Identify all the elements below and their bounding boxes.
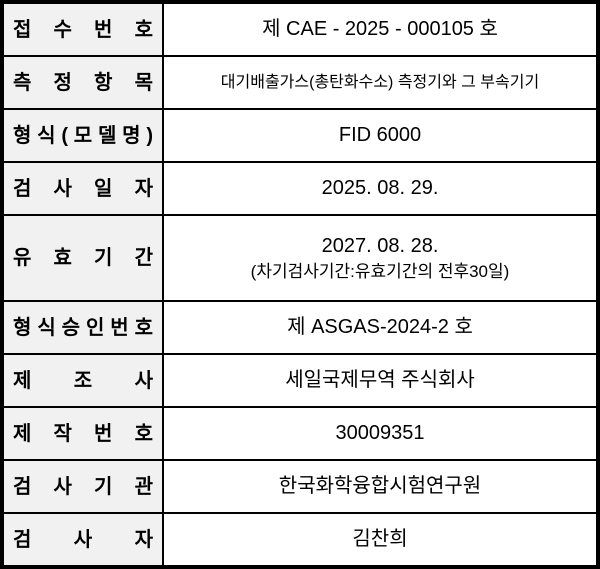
validity-period-value: 2027. 08. 28. xyxy=(321,234,439,257)
model-type-label: 형 식 ( 모 델 명 ) xyxy=(13,124,153,147)
measurement-item-label-cell: 측 정 항 목 xyxy=(4,57,164,108)
serial-number-value-cell: 30009351 xyxy=(164,408,596,459)
table-row-receipt-number: 접 수 번 호 제 CAE - 2025 - 000105 호 xyxy=(4,4,596,57)
manufacturer-value: 세일국제무역 주식회사 xyxy=(285,369,475,391)
inspection-agency-value-cell: 한국화학융합시험연구원 xyxy=(164,461,596,512)
validity-period-note: (차기검사기간:유효기간의 전후30일) xyxy=(250,261,510,281)
manufacturer-label-cell: 제 조 사 xyxy=(4,355,164,406)
measurement-item-value: 대기배출가스(총탄화수소) 측정기와 그 부속기기 xyxy=(220,73,540,91)
type-approval-number-label-cell: 형 식 승 인 번 호 xyxy=(4,302,164,353)
measurement-item-label: 측 정 항 목 xyxy=(13,71,153,94)
table-row-validity-period: 유 효 기 간 2027. 08. 28. (차기검사기간:유효기간의 전후30… xyxy=(4,216,596,302)
table-row-model-type: 형 식 ( 모 델 명 ) FID 6000 xyxy=(4,110,596,163)
manufacturer-value-cell: 세일국제무역 주식회사 xyxy=(164,355,596,406)
table-row-inspection-date: 검 사 일 자 2025. 08. 29. xyxy=(4,163,596,216)
table-row-measurement-item: 측 정 항 목 대기배출가스(총탄화수소) 측정기와 그 부속기기 xyxy=(4,57,596,110)
inspector-label: 검 사 자 xyxy=(13,528,153,551)
model-type-value: FID 6000 xyxy=(338,124,422,146)
receipt-number-value-cell: 제 CAE - 2025 - 000105 호 xyxy=(164,4,596,55)
measurement-item-value-cell: 대기배출가스(총탄화수소) 측정기와 그 부속기기 xyxy=(164,57,596,108)
table-row-type-approval-number: 형 식 승 인 번 호 제 ASGAS-2024-2 호 xyxy=(4,302,596,355)
inspector-value-cell: 김찬희 xyxy=(164,514,596,565)
serial-number-label-cell: 제 작 번 호 xyxy=(4,408,164,459)
table-row-manufacturer: 제 조 사 세일국제무역 주식회사 xyxy=(4,355,596,408)
inspection-agency-label: 검 사 기 관 xyxy=(13,475,153,498)
table-row-inspector: 검 사 자 김찬희 xyxy=(4,514,596,565)
receipt-number-label: 접 수 번 호 xyxy=(13,18,153,41)
inspection-agency-label-cell: 검 사 기 관 xyxy=(4,461,164,512)
inspector-value: 김찬희 xyxy=(352,528,408,550)
manufacturer-label: 제 조 사 xyxy=(13,369,153,392)
inspection-date-label: 검 사 일 자 xyxy=(13,177,153,200)
inspection-agency-value: 한국화학융합시험연구원 xyxy=(278,475,482,497)
validity-period-label: 유 효 기 간 xyxy=(13,247,153,269)
inspection-date-value-cell: 2025. 08. 29. xyxy=(164,163,596,214)
serial-number-label: 제 작 번 호 xyxy=(13,422,153,445)
table-row-inspection-agency: 검 사 기 관 한국화학융합시험연구원 xyxy=(4,461,596,514)
receipt-number-value: 제 CAE - 2025 - 000105 호 xyxy=(262,18,498,40)
type-approval-number-label: 형 식 승 인 번 호 xyxy=(13,316,153,339)
validity-period-label-cell: 유 효 기 간 xyxy=(4,216,164,300)
model-type-value-cell: FID 6000 xyxy=(164,110,596,161)
inspector-label-cell: 검 사 자 xyxy=(4,514,164,565)
inspection-date-label-cell: 검 사 일 자 xyxy=(4,163,164,214)
validity-period-value-cell: 2027. 08. 28. (차기검사기간:유효기간의 전후30일) xyxy=(164,216,596,300)
model-type-label-cell: 형 식 ( 모 델 명 ) xyxy=(4,110,164,161)
table-row-serial-number: 제 작 번 호 30009351 xyxy=(4,408,596,461)
type-approval-number-value: 제 ASGAS-2024-2 호 xyxy=(287,316,473,338)
inspection-date-value: 2025. 08. 29. xyxy=(321,177,439,199)
serial-number-value: 30009351 xyxy=(335,422,425,444)
type-approval-number-value-cell: 제 ASGAS-2024-2 호 xyxy=(164,302,596,353)
receipt-number-label-cell: 접 수 번 호 xyxy=(4,4,164,55)
